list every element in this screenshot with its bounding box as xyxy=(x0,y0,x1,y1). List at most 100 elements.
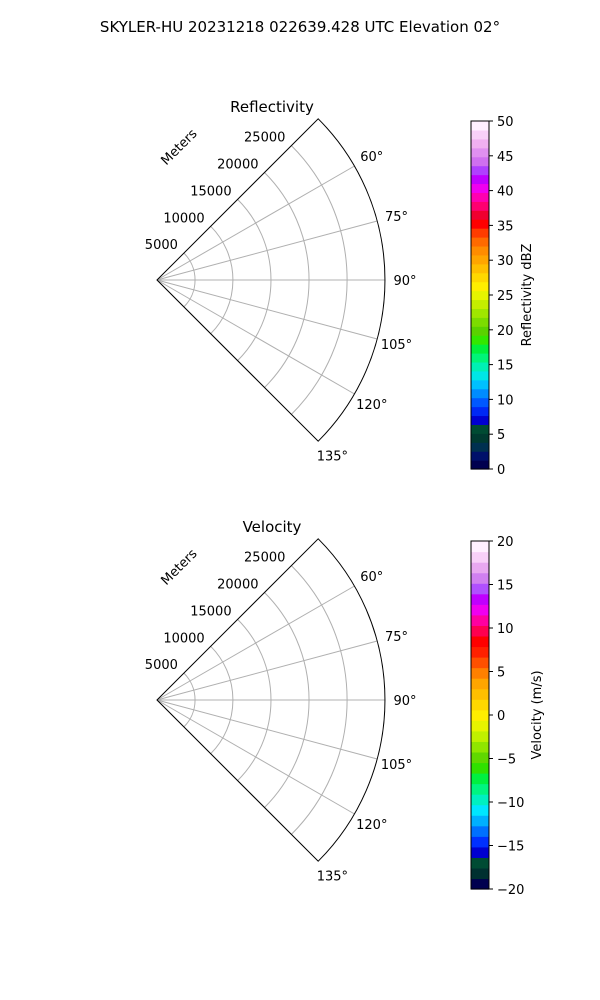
theta-tick-label: 75° xyxy=(385,210,408,225)
colorbar-swatch xyxy=(471,878,489,890)
theta-tick-label: 60° xyxy=(360,570,383,585)
colorbar-swatch xyxy=(471,825,489,837)
colorbar-tick-label: 0 xyxy=(497,709,505,724)
colorbar-swatch xyxy=(471,720,489,732)
colorbar-swatch xyxy=(471,147,489,158)
reflectivity-title: Reflectivity xyxy=(230,98,314,116)
colorbar-swatch xyxy=(471,219,489,229)
theta-tick-label: 90° xyxy=(393,694,416,709)
colorbar-swatch xyxy=(471,201,489,211)
colorbar-swatch xyxy=(471,699,489,711)
colorbar-swatch xyxy=(471,688,489,700)
colorbar-swatch xyxy=(471,335,489,345)
colorbar-swatch xyxy=(471,388,489,399)
colorbar-swatch xyxy=(471,667,489,679)
colorbar-swatch xyxy=(471,326,489,336)
colorbar-swatch xyxy=(471,442,489,452)
colorbar-swatch xyxy=(471,379,489,390)
azimuth-spoke xyxy=(156,220,378,281)
colorbar-swatch xyxy=(471,397,489,408)
colorbar-swatch xyxy=(471,406,489,417)
colorbar-tick-label: 15 xyxy=(497,579,514,594)
colorbar-swatch xyxy=(471,174,489,185)
r-tick-label: 5000 xyxy=(145,658,178,673)
colorbar-tick-label: −20 xyxy=(497,883,524,898)
theta-tick-label: 120° xyxy=(356,818,387,833)
colorbar-tick-label: 20 xyxy=(497,535,514,550)
colorbar-swatch xyxy=(471,192,489,202)
colorbar-swatch xyxy=(471,836,489,848)
azimuth-spoke xyxy=(156,165,355,281)
colorbar-swatch xyxy=(471,783,489,795)
colorbar-tick-label: 10 xyxy=(497,393,514,408)
colorbar-tick-label: 15 xyxy=(497,359,514,374)
r-tick-label: 25000 xyxy=(244,551,285,566)
colorbar-swatch xyxy=(471,433,489,443)
colorbar-swatch xyxy=(471,138,489,149)
azimuth-spoke xyxy=(156,640,378,701)
azimuth-spoke xyxy=(156,279,378,340)
colorbar-swatch xyxy=(471,129,489,140)
sector-frame xyxy=(156,538,386,862)
theta-tick-label: 75° xyxy=(385,630,408,645)
colorbar-swatch xyxy=(471,794,489,806)
colorbar-swatch xyxy=(471,857,489,869)
colorbar-swatch xyxy=(471,424,489,434)
theta-tick-label: 135° xyxy=(317,869,348,884)
azimuth-spoke xyxy=(156,279,355,395)
colorbar-swatch xyxy=(471,773,489,785)
colorbar-swatch xyxy=(471,165,489,176)
colorbar-swatch xyxy=(471,353,489,363)
colorbar-swatch xyxy=(471,317,489,327)
colorbar-swatch xyxy=(471,646,489,658)
velocity-sector: 5000 10000 15000 20000 25000 60° 75° 90° 105° 120… xyxy=(145,538,417,884)
colorbar-swatch xyxy=(471,245,489,256)
reflectivity-colorbar: 0 5 10 15 20 25 30 35 40 45 50 xyxy=(470,115,514,478)
colorbar-swatch xyxy=(471,281,489,292)
colorbar-tick-label: 35 xyxy=(497,219,514,234)
velocity-colorbar-label: Velocity (m/s) xyxy=(530,670,545,759)
colorbar-swatch xyxy=(471,308,489,318)
r-tick-label: 25000 xyxy=(244,131,285,146)
r-tick-label: 15000 xyxy=(190,184,231,199)
colorbar-swatch xyxy=(471,657,489,669)
colorbar-swatch xyxy=(471,551,489,563)
r-tick-label: 15000 xyxy=(190,604,231,619)
colorbar-swatch xyxy=(471,762,489,774)
velocity-title: Velocity xyxy=(243,518,302,536)
colorbar-swatch xyxy=(471,237,489,247)
colorbar-tick-label: 45 xyxy=(497,150,514,165)
colorbar-swatch xyxy=(471,730,489,742)
reflectivity-colorbar-label: Reflectivity dBZ xyxy=(520,244,535,347)
colorbar-swatch xyxy=(471,290,489,301)
velocity-panel: Velocity Meters 5000 10000 15000 20000 25000… xyxy=(145,518,545,898)
colorbar-swatch xyxy=(471,625,489,637)
sector-frame xyxy=(156,118,386,442)
colorbar-tick-label: −15 xyxy=(497,840,524,855)
r-tick-label: 20000 xyxy=(217,578,258,593)
colorbar-tick-label: 40 xyxy=(497,185,514,200)
reflectivity-r-axis-label: Meters xyxy=(159,126,201,168)
colorbar-swatch xyxy=(471,451,489,461)
reflectivity-panel: Reflectivity Meters 5000 10000 15000 20000 2… xyxy=(145,98,535,478)
colorbar-swatch xyxy=(471,583,489,595)
colorbar-swatch xyxy=(471,635,489,648)
colorbar-swatch xyxy=(471,741,489,753)
colorbar-swatch xyxy=(471,572,489,584)
colorbar-swatch xyxy=(471,815,489,827)
colorbar-swatch xyxy=(471,344,489,354)
colorbar-tick-label: 20 xyxy=(497,324,514,339)
colorbar-swatch xyxy=(471,370,489,381)
colorbar-tick-label: 50 xyxy=(497,115,514,130)
theta-tick-label: 90° xyxy=(393,274,416,289)
colorbar-swatch xyxy=(471,867,489,880)
colorbar-swatch xyxy=(471,678,489,690)
velocity-r-axis-label: Meters xyxy=(159,546,201,588)
colorbar-swatch xyxy=(471,614,489,626)
colorbar-swatch xyxy=(471,183,489,193)
colorbar-swatch xyxy=(471,562,489,574)
azimuth-spoke xyxy=(156,699,378,760)
colorbar-tick-label: −5 xyxy=(497,753,516,768)
colorbar-swatch xyxy=(471,156,489,167)
r-tick-label: 20000 xyxy=(217,158,258,173)
